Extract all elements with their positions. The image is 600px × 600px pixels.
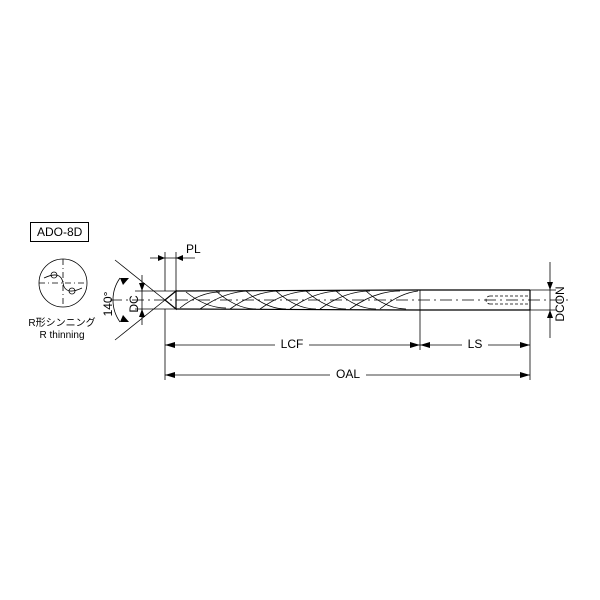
dim-oal-label: OAL — [336, 367, 360, 381]
dim-pl-label: PL — [186, 242, 201, 256]
dim-dc-label: DC — [127, 295, 141, 313]
dim-angle-label: 140° — [101, 291, 115, 316]
diagram-canvas: ADO-8D R形シンニング R thinning — [0, 0, 600, 600]
dim-ls-label: LS — [468, 337, 483, 351]
dim-dcon-label: DCON — [553, 286, 567, 321]
dim-lcf-label: LCF — [281, 337, 304, 351]
drill-side-view: LCF LS OAL PL DC DCON — [0, 0, 600, 600]
